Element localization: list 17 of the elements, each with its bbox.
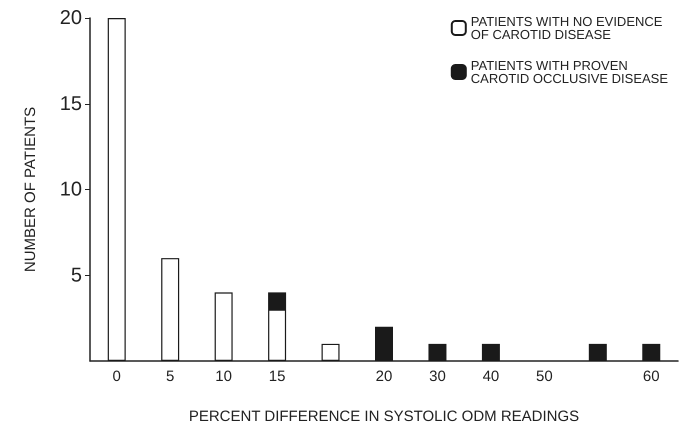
x-tick-label: 60 bbox=[642, 368, 660, 385]
y-tick-label: 5 bbox=[70, 264, 82, 286]
x-tick-label: 0 bbox=[112, 368, 121, 385]
legend-label: PATIENTS WITH NO EVIDENCE OF CAROTID DISEASE bbox=[470, 14, 666, 42]
y-tick-label: 10 bbox=[60, 178, 82, 200]
x-tick-label: 20 bbox=[376, 368, 392, 385]
x-tick-label: 5 bbox=[166, 368, 174, 385]
y-tick-label: 20 bbox=[60, 7, 82, 29]
x-axis-title: PERCENT DIFFERENCE IN SYSTOLIC ODM READINGS bbox=[188, 408, 580, 425]
x-tick-label: 40 bbox=[482, 368, 500, 385]
x-tick-label: 50 bbox=[536, 368, 553, 385]
legend-label: PATIENTS WITH PROVEN CAROTID OCCLUSIVE DISEASE bbox=[470, 58, 668, 86]
y-axis-title: NUMBER OF PATIENTS bbox=[22, 106, 39, 272]
x-tick-label: 10 bbox=[215, 368, 232, 385]
y-tick-label: 15 bbox=[60, 92, 82, 115]
x-tick-label: 30 bbox=[429, 368, 446, 385]
x-tick-label: 15 bbox=[268, 368, 286, 385]
